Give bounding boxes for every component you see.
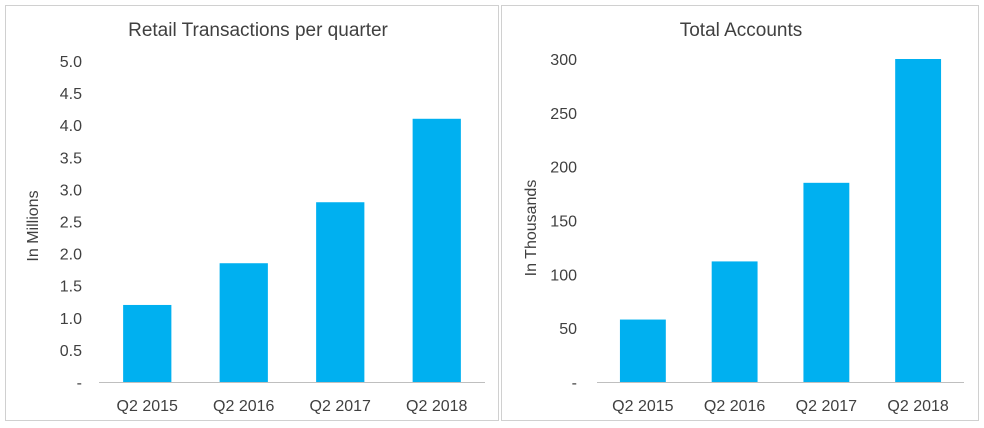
y-tick-label: - [77, 375, 82, 392]
y-tick-label: 150 [550, 214, 577, 231]
y-tick-label: 5.0 [60, 54, 82, 71]
y-tick-label: 4.5 [60, 86, 82, 103]
bar-q2-2017 [316, 202, 365, 382]
y-axis-label: In Thousands [523, 180, 540, 277]
x-tick-label: Q2 2018 [887, 398, 948, 415]
y-tick-label: 2.5 [60, 215, 82, 232]
chart-panel-retail-transactions: Retail Transactions per quarter In Milli… [5, 5, 499, 421]
y-tick-label: 4.0 [60, 118, 82, 135]
y-tick-label: 100 [550, 267, 577, 284]
y-tick-label: 200 [550, 160, 577, 177]
y-tick-label: 250 [550, 106, 577, 123]
y-tick-label: - [572, 375, 577, 392]
bar-q2-2017 [803, 182, 850, 382]
bar-q2-2016 [219, 263, 268, 382]
retail-transactions-chart: Retail Transactions per quarter In Milli… [25, 20, 485, 415]
x-tick-label: Q2 2018 [406, 398, 467, 415]
total-accounts-chart: Total Accounts In Thousands - 50 100 150 200… [523, 20, 964, 415]
y-tick-label: 300 [550, 52, 577, 69]
x-tick-label: Q2 2017 [796, 398, 857, 415]
y-tick-label: 3.5 [60, 150, 82, 167]
x-tick-label: Q2 2017 [310, 398, 371, 415]
y-tick-label: 3.0 [60, 182, 82, 199]
x-tick-label: Q2 2016 [213, 398, 274, 415]
chart-panel-total-accounts: Total Accounts In Thousands - 50 100 150 200… [501, 5, 979, 421]
y-tick-label: 1.5 [60, 279, 82, 296]
x-tick-label: Q2 2015 [117, 398, 178, 415]
bar-q2-2015 [619, 319, 666, 382]
y-tick-label: 2.0 [60, 247, 82, 264]
y-tick-label: 0.5 [60, 343, 82, 360]
y-tick-label: 1.0 [60, 311, 82, 328]
chart-title: Retail Transactions per quarter [128, 20, 388, 41]
x-tick-label: Q2 2015 [612, 398, 673, 415]
chart-title: Total Accounts [680, 20, 803, 41]
x-tick-label: Q2 2016 [704, 398, 765, 415]
bar-q2-2018 [412, 118, 461, 382]
bar-q2-2018 [895, 59, 942, 382]
bar-q2-2015 [123, 304, 172, 382]
bar-q2-2016 [711, 261, 758, 382]
y-axis-label: In Millions [25, 190, 42, 261]
y-tick-label: 50 [559, 321, 577, 338]
